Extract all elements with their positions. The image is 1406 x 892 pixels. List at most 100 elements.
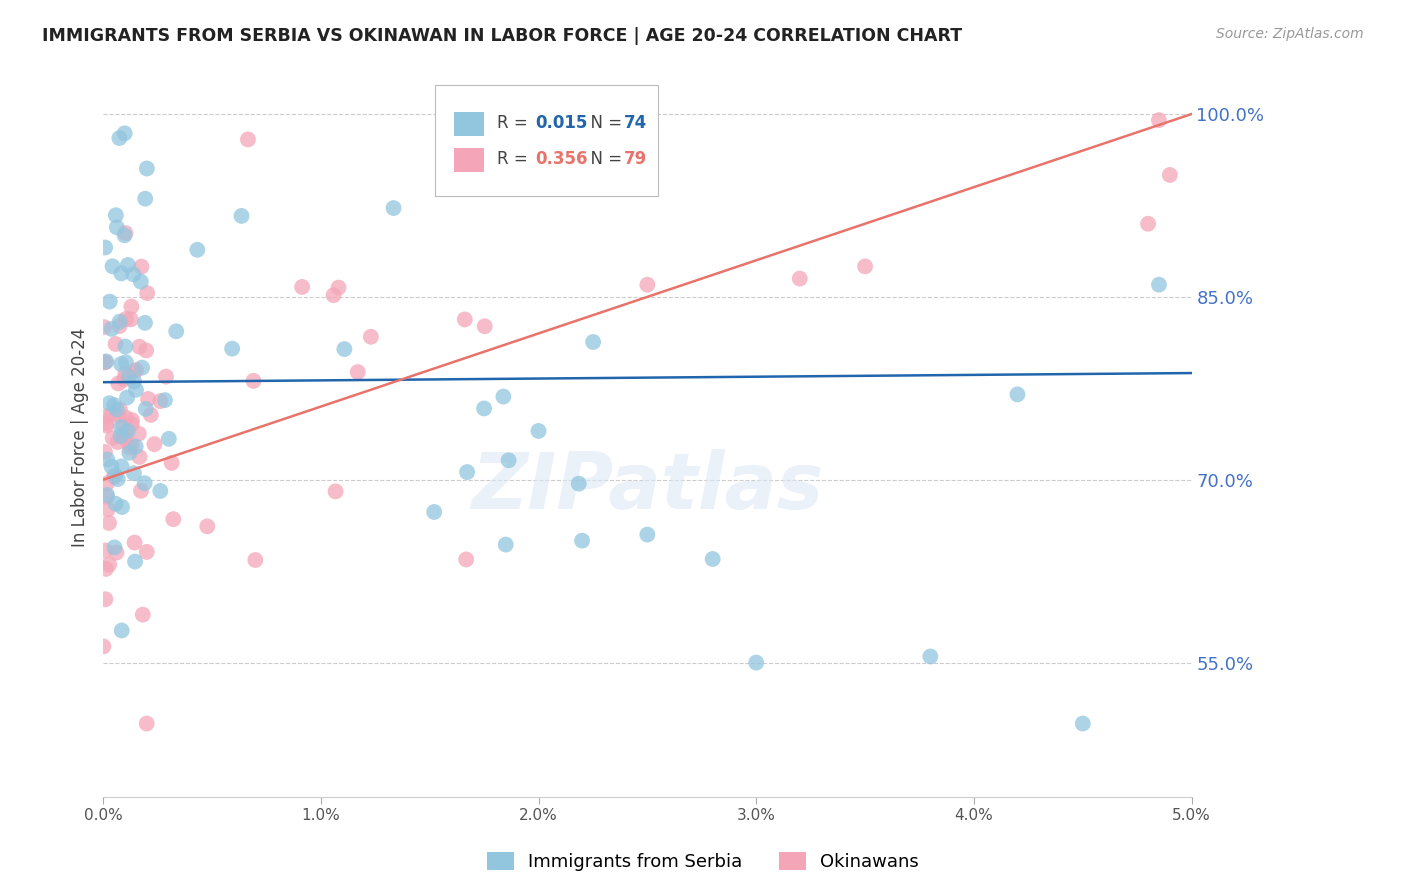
Point [582,334,605,349]
Text: Source: ZipAtlas.com: Source: ZipAtlas.com [1216,27,1364,41]
Point [382,201,405,215]
Point [96,354,118,368]
Point [104,337,127,351]
Point [121,438,143,452]
Point [96,452,118,467]
Point [135,343,157,358]
Point [157,432,180,446]
Text: N =: N = [579,114,627,133]
Point [115,410,138,425]
Point [118,441,141,455]
Point [96,488,118,502]
Point [128,450,150,464]
Point [104,208,127,222]
Text: IMMIGRANTS FROM SERBIA VS OKINAWAN IN LABOR FORCE | AGE 20-24 CORRELATION CHART: IMMIGRANTS FROM SERBIA VS OKINAWAN IN LA… [42,27,962,45]
Bar [454,148,484,171]
Point [472,401,495,416]
Point [115,312,138,326]
Point [115,355,138,369]
Point [636,527,658,541]
Point [110,429,132,443]
Point [110,459,132,474]
Point [527,424,550,438]
Point [94,445,117,459]
Point [117,424,139,438]
Point [221,342,243,356]
Point [134,192,156,206]
Point [853,260,876,274]
Point [96,476,118,491]
Point [114,226,136,240]
Point [155,369,177,384]
Point [110,420,132,434]
Point [115,391,138,405]
Point [492,390,515,404]
Point [124,555,146,569]
Point [195,519,218,533]
Point [456,465,478,479]
Point [122,268,145,282]
Point [105,546,128,560]
Point [153,393,176,408]
Point [139,408,162,422]
Point [124,535,146,549]
Point [111,500,134,514]
Text: 74: 74 [623,114,647,133]
Point [1071,716,1094,731]
Point [114,126,136,140]
Point [98,294,121,309]
Point [186,243,208,257]
Point [568,476,591,491]
Point [636,277,658,292]
Point [107,435,129,450]
Point [1147,277,1170,292]
Point [103,541,125,555]
Point [120,312,142,326]
Text: ZIPatlas: ZIPatlas [471,450,824,525]
Point [107,472,129,486]
Point [101,431,124,445]
Point [162,512,184,526]
Point [236,132,259,146]
Point [132,607,155,622]
Point [98,516,121,530]
Point [108,315,131,329]
Point [134,476,156,491]
Point [118,446,141,460]
Point [107,409,129,423]
Point [291,280,314,294]
Point [94,355,117,369]
Point [456,552,478,566]
Point [114,425,136,440]
Point [96,417,118,431]
Point [131,260,153,274]
Point [114,339,136,353]
Point [149,483,172,498]
Text: R =: R = [498,151,533,169]
Point [93,355,115,369]
Point [134,316,156,330]
Point [125,440,148,454]
Point [101,407,124,421]
Point [135,716,157,731]
Point [495,538,517,552]
Point [129,483,152,498]
Point [98,558,121,572]
Point [135,545,157,559]
Point [107,376,129,391]
Point [136,286,159,301]
Text: 0.015: 0.015 [536,114,588,133]
Point [245,553,267,567]
Point [423,505,446,519]
Point [118,369,141,384]
Text: N =: N = [579,151,627,169]
Point [1147,113,1170,128]
Text: 0.356: 0.356 [536,151,588,169]
Point [143,437,166,451]
Point [91,640,114,654]
Point [702,552,724,566]
Point [110,357,132,371]
Point [117,258,139,272]
Point [125,363,148,377]
Point [231,209,253,223]
